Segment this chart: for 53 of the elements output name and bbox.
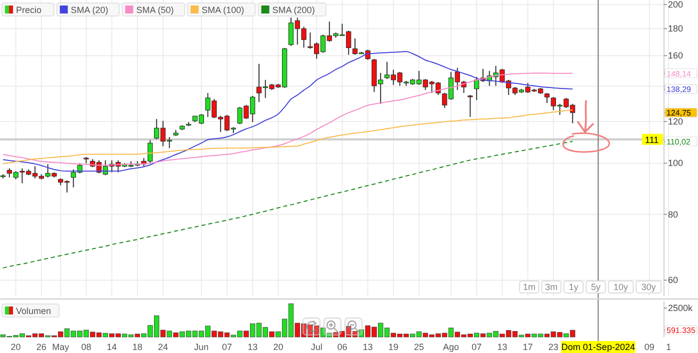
x-tick-label: 25 <box>414 342 424 352</box>
annotation: 1y <box>568 282 579 292</box>
x-tick-label: 09 <box>644 342 654 352</box>
x-tick-label: 17 <box>522 342 533 352</box>
y-tick-label: 200 <box>668 0 684 10</box>
x-tick-label: 20 <box>273 342 284 352</box>
x-tick-label: Jul <box>310 342 322 352</box>
y-tick-label: 591.335 <box>666 326 696 336</box>
legend-label: SMA (20) <box>70 4 108 15</box>
y-tick-label: 160 <box>668 50 684 61</box>
ref-line-label: 111 <box>645 134 659 145</box>
x-tick-label: 14 <box>106 342 117 352</box>
annotation: 1m <box>522 282 536 292</box>
y-tick-label: 100 <box>668 158 684 168</box>
x-tick-label: 06 <box>337 342 348 352</box>
candlestick <box>544 92 550 104</box>
legend-label: SMA (50) <box>136 4 174 15</box>
y-tick-label: 180 <box>668 24 684 34</box>
y-tick-label: 80 <box>668 209 678 220</box>
y-tick-label: 2500k <box>668 302 694 313</box>
x-tick-label: 24 <box>158 342 168 352</box>
x-tick-label: Dom 01-Sep-2024 <box>561 342 635 352</box>
x-tick-label: 19 <box>388 342 398 352</box>
y-tick-label: 148,14 <box>666 69 692 78</box>
x-tick-label: 07 <box>222 342 232 352</box>
x-tick-label: 1 <box>666 342 672 352</box>
x-tick-label: 13 <box>362 342 373 352</box>
x-tick-label: 20 <box>10 342 21 352</box>
x-tick-label: 26 <box>36 342 46 352</box>
x-tick-label: Ago <box>442 342 460 352</box>
y-tick-label: 120 <box>668 116 684 126</box>
y-tick-label: 138,29 <box>666 85 692 94</box>
x-tick-label: 08 <box>81 342 92 352</box>
candlestick <box>468 94 473 118</box>
y-tick-label: 60 <box>668 275 678 286</box>
annotation: 10y <box>614 282 629 292</box>
x-tick-label: 13 <box>497 342 508 352</box>
x-tick-label: 13 <box>248 342 258 352</box>
line-series <box>2 140 574 268</box>
annotation: 5y <box>591 282 602 292</box>
x-tick-label: May <box>52 342 70 352</box>
x-tick-label: 18 <box>132 342 142 352</box>
legend-label: Precio <box>16 4 42 15</box>
y-tick-label: 124,75 <box>666 108 692 118</box>
x-tick-label: 07 <box>472 342 482 352</box>
legend-label: SMA (200) <box>272 4 315 15</box>
x-tick-label: Jun <box>194 342 209 352</box>
annotation: 30y <box>641 282 656 292</box>
legend-label: Volumen <box>16 306 52 316</box>
legend-label: SMA (100) <box>202 4 244 15</box>
x-tick-label: 23 <box>548 342 558 352</box>
annotation: 3m <box>545 282 558 292</box>
y-tick-label: 110,02 <box>666 137 691 146</box>
